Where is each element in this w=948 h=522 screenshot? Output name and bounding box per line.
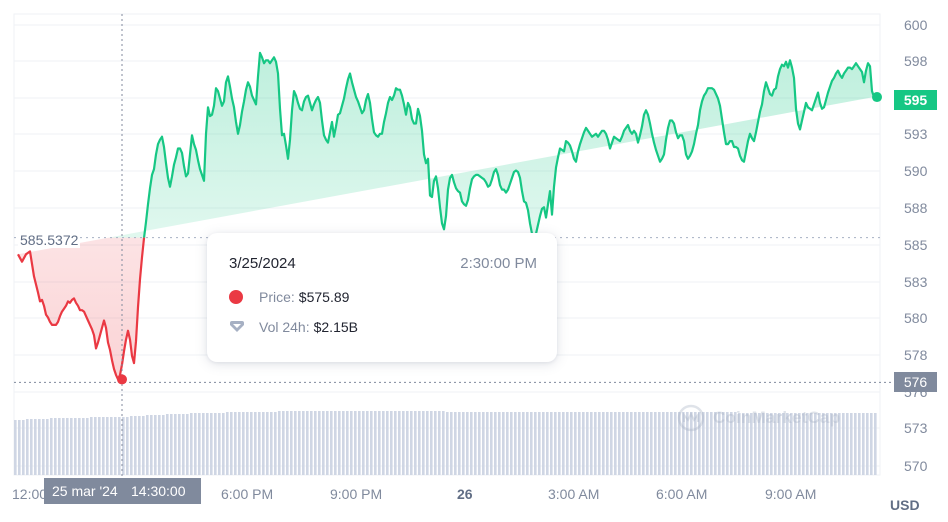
crosshair-date-badge: 25 mar '24	[44, 478, 128, 504]
volume-bars	[14, 411, 877, 475]
y-tick-label: 585	[904, 237, 928, 253]
volume-icon	[230, 321, 244, 332]
watermark-text: CoinMarketCap	[713, 408, 841, 427]
current-price-badge: 595	[894, 89, 937, 110]
tooltip-date: 3/25/2024	[229, 255, 296, 272]
tooltip-price-label: Price:	[259, 289, 295, 305]
chart-tooltip: 3/25/2024 2:30:00 PM Price: $575.89 Vol …	[207, 233, 557, 362]
crosshair-time-badge: 14:30:00	[123, 478, 201, 504]
tooltip-price-row: Price: $575.89	[229, 289, 349, 305]
coinmarketcap-logo-icon	[677, 404, 705, 432]
y-tick-label: 578	[904, 347, 928, 363]
x-tick-label: 26	[457, 486, 473, 502]
y-tick-label: 590	[904, 163, 928, 179]
y-tick-label: 573	[904, 420, 928, 436]
price-dot-icon	[229, 290, 243, 304]
tooltip-volume-row: Vol 24h: $2.15B	[229, 319, 358, 335]
tooltip-vol-value: $2.15B	[313, 319, 358, 335]
y-tick-label: 583	[904, 274, 928, 290]
x-tick-label: 6:00 AM	[656, 486, 708, 502]
y-tick-label: 588	[904, 200, 928, 216]
y-tick-label: 570	[904, 458, 928, 474]
last-price-dot	[872, 92, 882, 103]
y-tick-label: 598	[904, 53, 928, 69]
x-tick-label: 6:00 PM	[221, 486, 274, 502]
tooltip-price-value: $575.89	[298, 289, 350, 305]
crosshair-price-badge: 576	[894, 372, 937, 393]
x-tick-label: 9:00 PM	[330, 486, 383, 502]
price-area-up	[108, 51, 876, 238]
tooltip-vol-label: Vol 24h:	[259, 319, 310, 335]
tooltip-time: 2:30:00 PM	[460, 255, 537, 272]
x-tick-label: 9:00 AM	[765, 486, 817, 502]
x-tick-label: 3:00 AM	[548, 486, 600, 502]
x-tick-label: 12:00	[12, 486, 48, 502]
watermark: CoinMarketCap	[677, 404, 840, 432]
y-tick-label: 600	[904, 17, 928, 33]
reference-price-label: 585.5372	[18, 232, 81, 248]
currency-label: USD	[890, 497, 920, 513]
y-tick-label: 580	[904, 310, 928, 326]
hover-point	[117, 374, 127, 385]
price-area-down	[17, 237, 536, 381]
y-tick-label: 593	[904, 126, 928, 142]
